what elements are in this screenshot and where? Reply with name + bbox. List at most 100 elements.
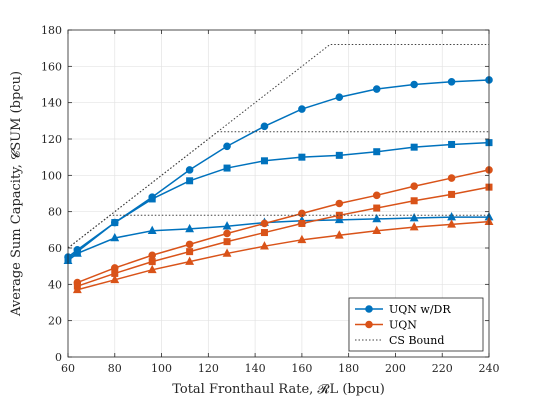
data-point-square (448, 190, 456, 198)
data-point-circle (148, 251, 156, 260)
data-point-square (111, 219, 119, 227)
x-tick-label: 60 (61, 362, 75, 375)
data-point-circle (260, 122, 269, 131)
data-point-triangle (185, 223, 195, 233)
data-point-triangle (110, 232, 120, 242)
legend-label: UQN w/DR (389, 303, 451, 316)
y-tick-label: 100 (41, 169, 62, 182)
series-line (67, 44, 489, 249)
y-tick-label: 40 (48, 278, 62, 291)
data-point-circle (372, 191, 381, 200)
data-point-triangle (372, 225, 382, 235)
data-point-triangle (409, 212, 419, 222)
tick-layer: 60 80 100 120 140 160 180 200 220 240 0 20 40 60 80 100… (41, 24, 500, 375)
x-tick-label: 160 (291, 362, 312, 375)
data-point-triangle (372, 213, 382, 223)
data-point-triangle (185, 256, 195, 265)
x-tick-label: 80 (108, 362, 122, 375)
data-point-triangle (409, 222, 419, 231)
series-cs-bound (67, 131, 489, 249)
y-axis-title: Average Sum Capacity, 𝓒SUM (bpcu) (9, 71, 24, 317)
data-point-square (260, 157, 268, 165)
legend-item: CS Bound (355, 334, 444, 347)
y-tick-label: 180 (41, 24, 62, 37)
series-line (77, 169, 490, 284)
data-point-circle (410, 182, 418, 191)
series-line (77, 186, 490, 287)
data-point-triangle (334, 214, 344, 224)
data-point-square (298, 153, 306, 161)
data-point-circle (298, 105, 306, 113)
data-point-triangle (447, 219, 457, 228)
data-point-circle (372, 85, 381, 93)
series-line (67, 131, 489, 249)
data-point-circle (410, 80, 418, 89)
data-point-circle (335, 93, 344, 102)
data-point-square (223, 164, 231, 172)
data-point-square (410, 143, 418, 151)
data-point-square (373, 204, 381, 212)
data-point-circle (223, 142, 231, 151)
x-axis-title: Total Fronthaul Rate, 𝓡L (bpcu) (172, 382, 385, 397)
data-point-triangle (147, 225, 157, 235)
series-line (77, 220, 490, 291)
data-point-circle (447, 77, 456, 86)
legend: UQN w/DR UQN CS Bound (348, 297, 484, 352)
data-point-square (298, 219, 306, 227)
x-tick-label: 180 (338, 362, 359, 375)
x-tick-label: 200 (385, 362, 406, 375)
data-point-square (186, 177, 194, 185)
data-point-square (186, 248, 194, 256)
data-point-triangle (147, 264, 157, 274)
legend-item: UQN w/DR (355, 303, 451, 316)
x-tick-label: 120 (198, 362, 219, 375)
y-tick-label: 120 (41, 133, 62, 146)
data-point-circle (223, 229, 231, 238)
legend-label: UQN (389, 319, 417, 332)
data-point-square (335, 151, 343, 159)
data-point-circle (298, 209, 306, 218)
series-line (67, 214, 489, 249)
data-point-triangle (222, 248, 232, 257)
data-point-circle (185, 166, 194, 174)
data-point-square (448, 140, 456, 148)
x-tick-label: 220 (432, 362, 453, 375)
data-point-square (373, 148, 381, 156)
x-tick-label: 240 (479, 362, 500, 375)
data-point-triangle (334, 230, 344, 239)
data-point-square (148, 195, 156, 203)
y-tick-label: 140 (41, 97, 62, 110)
data-point-triangle (222, 221, 232, 230)
y-tick-label: 20 (48, 315, 62, 328)
data-point-circle (447, 174, 456, 182)
data-point-triangle (72, 248, 82, 257)
series-cs-bound (67, 44, 489, 249)
series-uqn-triangle (72, 216, 494, 294)
y-tick-label: 60 (48, 242, 62, 255)
x-tick-label: 140 (245, 362, 266, 375)
series-cs-bound (67, 214, 489, 249)
data-point-triangle (260, 241, 269, 250)
legend-swatch-marker (365, 320, 373, 329)
data-point-square (148, 258, 156, 266)
y-tick-label: 80 (48, 206, 62, 219)
legend-item: UQN (355, 319, 417, 332)
plot-frame (67, 29, 490, 358)
y-tick-label: 160 (41, 60, 62, 73)
data-point-triangle (297, 234, 307, 244)
data-point-circle (185, 240, 194, 249)
data-point-square (335, 211, 343, 219)
legend-swatch-marker (365, 305, 373, 313)
data-point-square (223, 238, 231, 246)
data-point-circle (260, 219, 269, 228)
data-point-triangle (72, 284, 82, 294)
y-tick-label: 0 (55, 351, 62, 364)
x-tick-label: 100 (151, 362, 172, 375)
data-point-square (260, 229, 268, 237)
data-point-square (410, 197, 418, 205)
data-point-triangle (110, 274, 120, 284)
legend-label: CS Bound (389, 334, 444, 347)
data-point-circle (335, 199, 344, 208)
